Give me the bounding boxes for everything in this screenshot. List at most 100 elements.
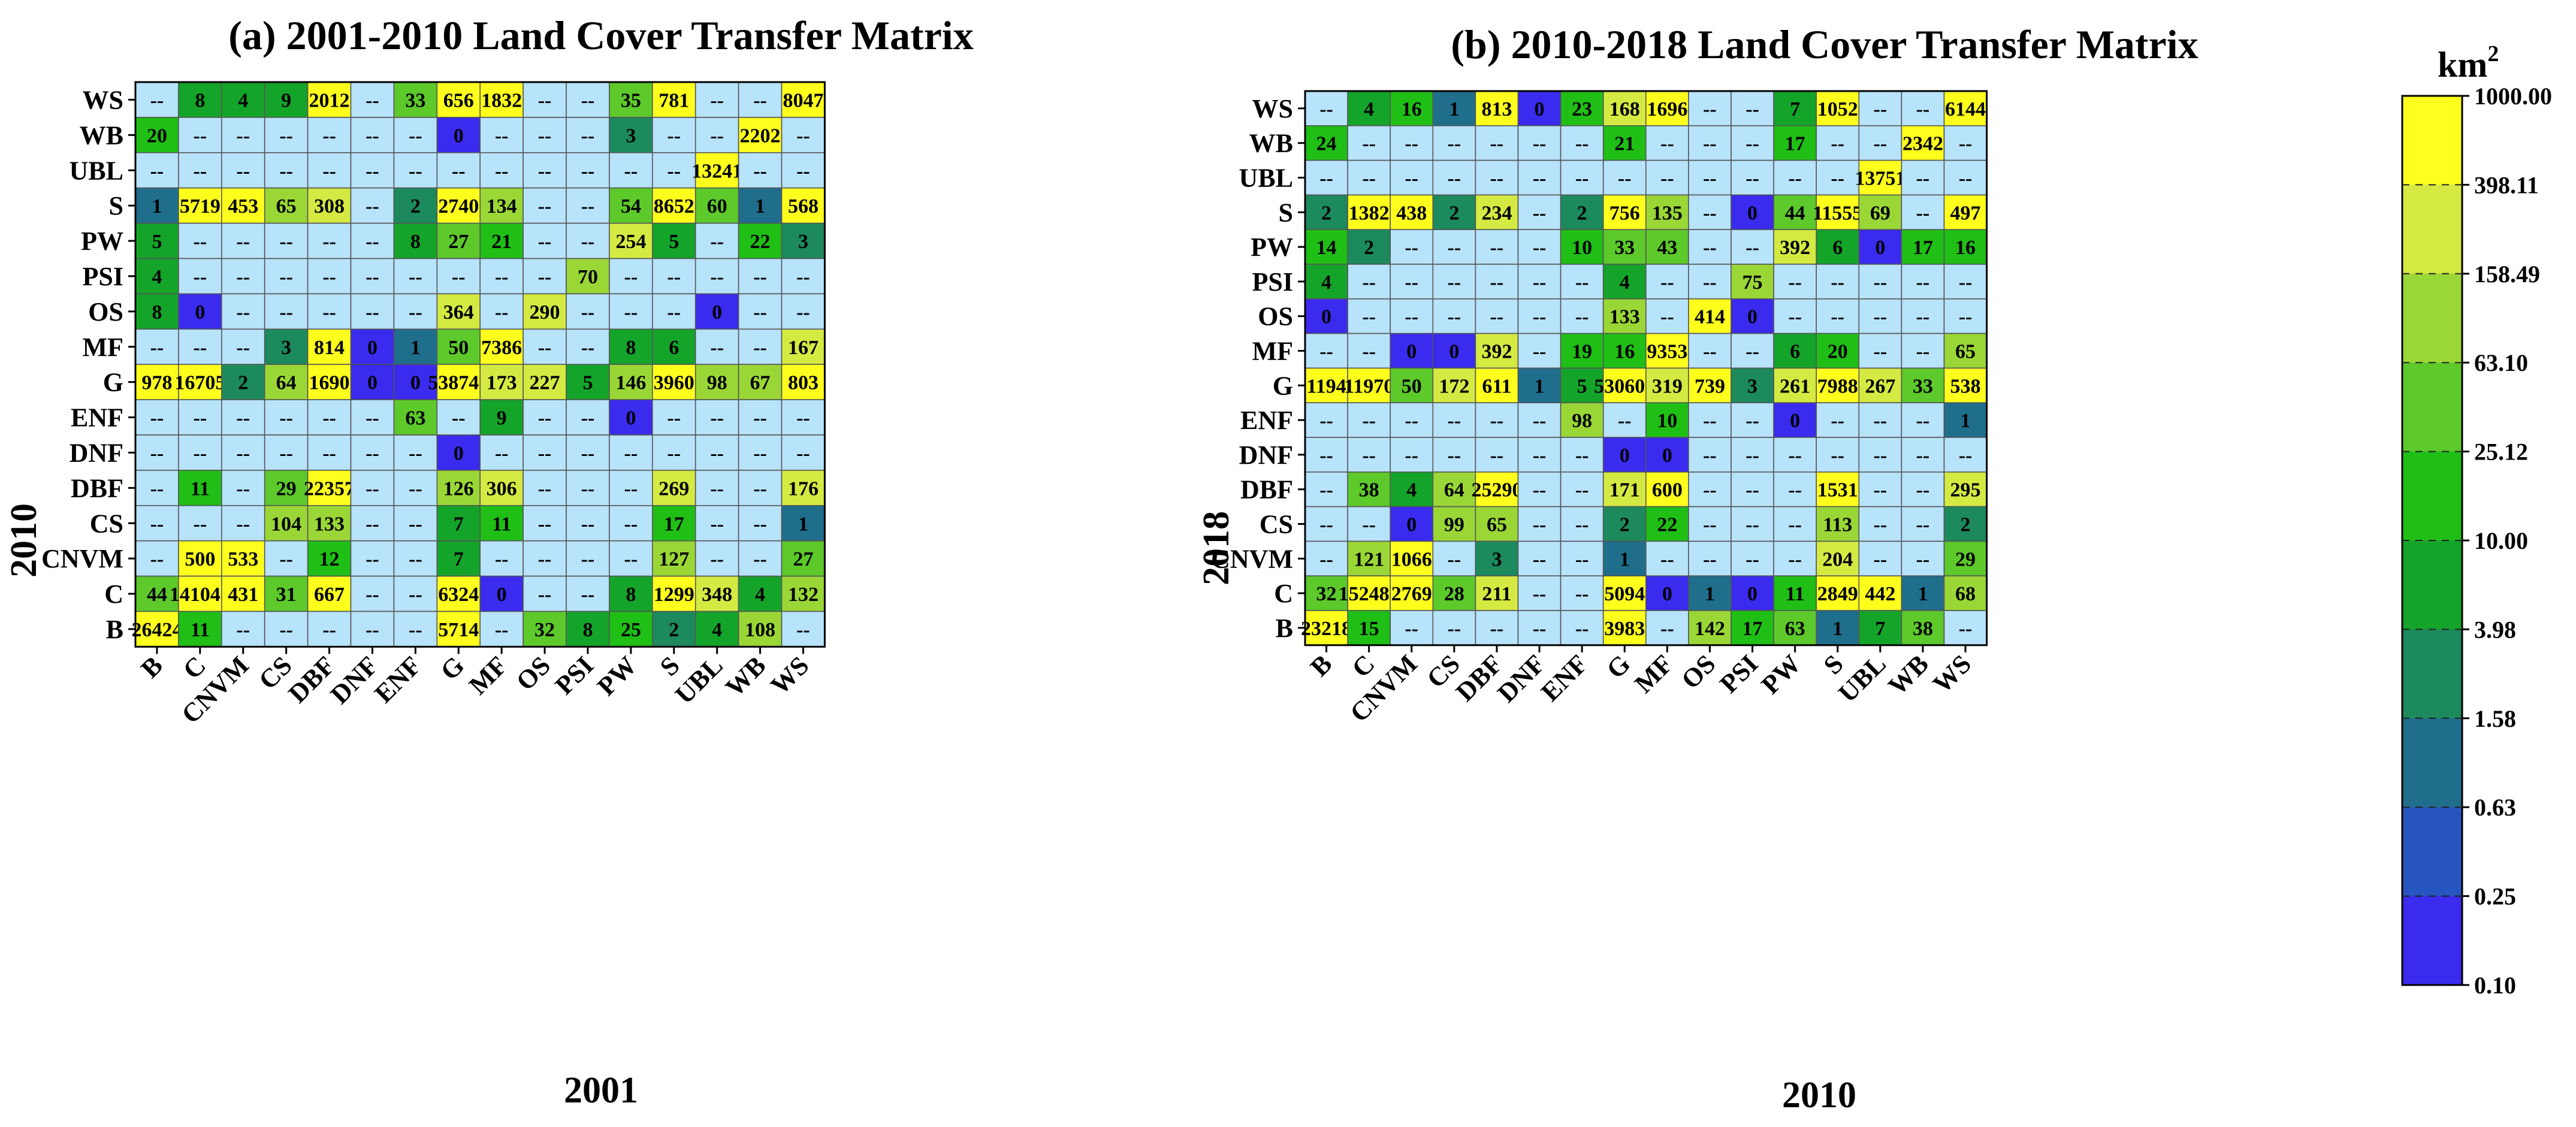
heatmap-cell-a	[350, 364, 395, 400]
heatmap-cell-b	[1943, 229, 1988, 265]
heatmap-cell-label-a: --	[150, 407, 164, 430]
heatmap-cell-a	[609, 222, 653, 259]
heatmap-cell-a	[436, 258, 481, 295]
heatmap-cell-a	[738, 328, 783, 365]
heatmap-cell-a	[652, 611, 696, 648]
heatmap-cell-b	[1517, 298, 1562, 334]
y-tick-label-b: OS	[1258, 302, 1293, 331]
heatmap-cell-label-b: --	[1319, 98, 1333, 120]
heatmap-cell-label-b: 392	[1481, 341, 1512, 363]
heatmap-cell-b	[1943, 264, 1988, 300]
heatmap-cell-label-b: --	[1533, 445, 1547, 467]
heatmap-cell-label-b: --	[1575, 548, 1589, 570]
x-tick-label-b: OS	[1675, 649, 1721, 694]
heatmap-cell-b	[1645, 90, 1689, 126]
heatmap-cell-a	[264, 222, 309, 259]
heatmap-cell-label-b: --	[1575, 445, 1589, 467]
heatmap-cell-label-a: --	[366, 478, 379, 500]
heatmap-cell-label-b: --	[1788, 548, 1802, 570]
heatmap-cell-a	[781, 575, 826, 612]
heatmap-cell-label-b: --	[1745, 548, 1759, 570]
heatmap-cell-label-b: --	[1448, 548, 1461, 570]
heatmap-cell-b	[1390, 610, 1434, 646]
heatmap-cell-a	[523, 540, 567, 577]
heatmap-cell-label-a: 8	[626, 584, 636, 606]
heatmap-cell-label-b: --	[1916, 271, 1930, 294]
heatmap-cell-label-b: --	[1533, 479, 1547, 501]
heatmap-cell-label-b: 2	[1364, 237, 1374, 259]
heatmap-cell-label-a: 0	[410, 372, 421, 394]
heatmap-cell-label-a: 2	[669, 619, 679, 641]
heatmap-cell-a	[221, 470, 265, 506]
heatmap-cell-b	[1943, 575, 1988, 611]
colorbar-tick-label: 10.00	[2474, 527, 2528, 554]
heatmap-cell-label-b: 15	[1359, 618, 1379, 640]
y-tick-label-a: C	[104, 579, 123, 609]
heatmap-cell-label-b: --	[1405, 306, 1418, 328]
heatmap-cell-label-a: 104	[271, 513, 301, 535]
heatmap-cell-label-a: 173	[487, 372, 517, 394]
heatmap-cell-label-a: --	[409, 619, 422, 641]
heatmap-cell-label-b: --	[1490, 271, 1504, 294]
heatmap-cell-label-b: 38	[1913, 618, 1933, 640]
heatmap-cell-label-a: 348	[702, 584, 732, 606]
heatmap-cell-label-b: --	[1874, 445, 1888, 467]
colorbar-unit-base: km	[2438, 45, 2487, 84]
heatmap-cell-b	[1943, 194, 1988, 230]
heatmap-cell-b	[1390, 471, 1434, 507]
heatmap-cell-label-b: 1	[1832, 618, 1843, 640]
heatmap-cell-a	[436, 222, 481, 259]
heatmap-cell-label-a: --	[452, 407, 466, 430]
heatmap-cell-label-a: --	[710, 231, 724, 253]
heatmap-cell-b	[1602, 90, 1647, 126]
heatmap-cell-label-b: --	[1660, 271, 1674, 294]
heatmap-cell-label-b: --	[1745, 479, 1759, 501]
heatmap-cell-label-a: 33	[405, 89, 425, 111]
heatmap-cell-a	[221, 117, 265, 153]
heatmap-cell-b	[1858, 333, 1902, 369]
heatmap-cell-label-b: --	[1831, 445, 1844, 467]
heatmap-cell-label-a: 22	[750, 231, 771, 253]
panel-a-y-axis-title: 2010	[4, 503, 44, 578]
heatmap-cell-a	[350, 328, 395, 365]
heatmap-cell-label-b: --	[1490, 306, 1504, 328]
heatmap-cell-b	[1645, 333, 1689, 369]
heatmap-cell-label-b: 33	[1614, 237, 1635, 259]
heatmap-cell-label-b: 168	[1609, 98, 1640, 120]
y-tick-label-b: WS	[1252, 94, 1293, 123]
heatmap-cell-b	[1858, 194, 1902, 230]
heatmap-cell-label-b: --	[1405, 133, 1418, 155]
heatmap-cell-label-b: 267	[1865, 375, 1895, 397]
heatmap-cell-a	[221, 575, 265, 612]
heatmap-cell-label-a: --	[236, 619, 250, 641]
heatmap-cell-b	[1517, 506, 1562, 542]
heatmap-cell-a	[393, 187, 438, 224]
heatmap-cell-label-b: --	[1703, 168, 1717, 190]
heatmap-cell-a	[566, 575, 610, 612]
heatmap-cell-label-a: --	[409, 125, 422, 147]
heatmap-cell-label-b: --	[1874, 410, 1888, 432]
heatmap-cell-a	[652, 187, 696, 224]
heatmap-cell-b	[1901, 506, 1945, 542]
heatmap-cell-a	[307, 222, 352, 259]
heatmap-cell-label-a: --	[538, 584, 552, 606]
heatmap-cell-label-a: 32	[534, 619, 555, 641]
heatmap-cell-label-a: 133	[314, 513, 345, 535]
heatmap-cell-label-b: --	[1788, 445, 1802, 467]
heatmap-cell-a	[393, 434, 438, 471]
heatmap-cell-label-b: --	[1575, 306, 1589, 328]
heatmap-cell-label-b: 121	[1354, 548, 1384, 570]
heatmap-cell-label-b: --	[1874, 479, 1888, 501]
heatmap-cell-label-b: 261	[1780, 375, 1810, 397]
heatmap-cell-label-a: 656	[443, 89, 474, 111]
heatmap-cell-label-a: --	[409, 442, 422, 464]
heatmap-cell-a	[350, 81, 395, 118]
heatmap-cell-a	[135, 187, 179, 224]
heatmap-cell-label-b: 497	[1950, 202, 1981, 224]
y-tick-label-a: CNVM	[41, 544, 123, 573]
heatmap-cell-label-b: --	[1660, 618, 1674, 640]
heatmap-cell-label-a: --	[624, 548, 638, 570]
heatmap-cell-label-a: 0	[497, 584, 507, 606]
heatmap-cell-b	[1901, 471, 1945, 507]
